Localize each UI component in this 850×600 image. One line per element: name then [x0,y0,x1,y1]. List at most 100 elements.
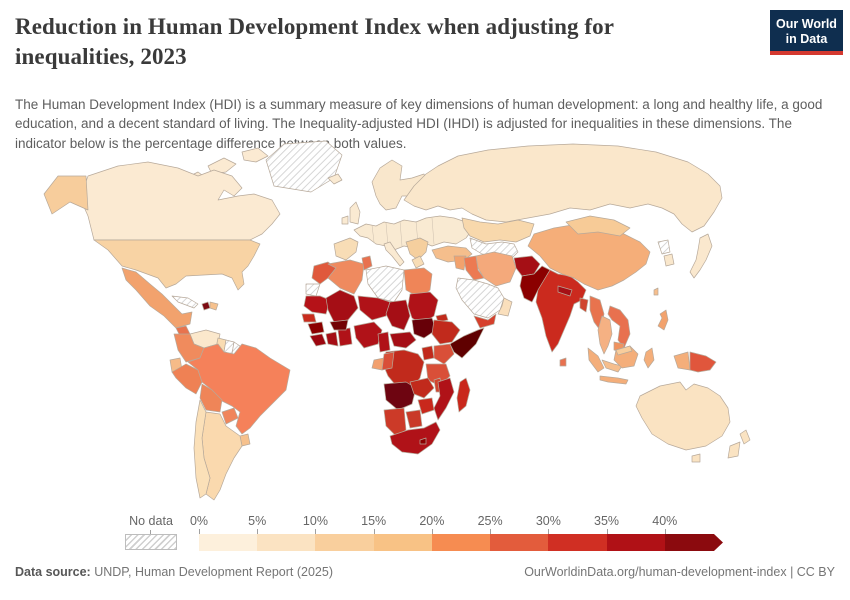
map-region-congo[interactable] [381,351,395,371]
map-region-zimbabwe[interactable] [417,397,435,415]
legend-bin-2[interactable] [315,534,374,551]
map-region-botswana[interactable] [405,409,423,429]
map-region-madagascar[interactable] [456,377,471,413]
map-region-taiwan[interactable] [653,287,659,296]
map-region-somalia[interactable] [449,327,485,359]
map-region-nigeria[interactable] [353,321,383,349]
map-region-greece[interactable] [411,255,425,269]
map-region-tunisia[interactable] [361,255,373,271]
map-region-sierraleone[interactable] [309,333,327,347]
map-region-mongolia[interactable] [565,215,631,237]
map-region-kazakhstan[interactable] [461,217,535,243]
map-region-peru[interactable] [171,363,203,395]
legend-tick-mark [257,529,259,534]
map-region-ghana[interactable] [337,327,353,347]
map-region-malaysia[interactable] [601,359,623,373]
map-region-westernsahara[interactable] [305,283,321,297]
map-region-mozambique[interactable] [433,377,455,421]
map-region-cuba[interactable] [171,295,199,309]
owid-logo-line2: in Data [785,32,828,47]
map-region-india[interactable] [535,269,587,353]
map-region-italy[interactable] [383,241,405,267]
map-region-guinea[interactable] [307,321,325,335]
map-region-nepal[interactable] [557,285,573,297]
legend-bin-7[interactable] [606,534,665,551]
map-region-sulawesi[interactable] [643,347,655,369]
map-region-levant[interactable] [453,255,467,271]
map-region-canada[interactable] [79,161,281,241]
map-region-nz_south[interactable] [727,441,741,459]
map-region-paraguay[interactable] [221,407,239,425]
map-region-cameroon[interactable] [377,331,391,353]
map-region-ivorycoast[interactable] [325,331,339,347]
map-region-algeria[interactable] [327,259,365,295]
map-region-uk[interactable] [349,201,361,225]
map-region-southkorea[interactable] [663,253,675,267]
map-region-dominican[interactable] [209,301,219,311]
map-region-niger[interactable] [357,295,391,321]
map-region-southafrica[interactable] [389,421,441,455]
legend-bin-0[interactable] [199,534,258,551]
map-region-iceland[interactable] [327,173,343,185]
owid-logo[interactable]: Our World in Data [770,10,843,55]
map-region-borneomy[interactable] [615,345,633,356]
legend-bin-8[interactable] [665,534,723,551]
map-region-lesotho[interactable] [419,437,427,445]
legend-bin-3[interactable] [373,534,432,551]
legend-tick-mark [490,529,492,534]
map-region-brazil[interactable] [187,343,291,435]
map-region-bangladesh[interactable] [579,297,589,313]
map-region-russia[interactable] [403,143,723,233]
map-region-srilanka[interactable] [559,357,567,367]
map-region-australia[interactable] [635,381,731,451]
map-region-java[interactable] [599,375,629,385]
map-region-ethiopia[interactable] [431,319,461,345]
map-region-chile[interactable] [193,399,211,499]
map-region-balkans[interactable] [405,237,429,261]
legend-bin-1[interactable] [257,534,316,551]
legend-bin-5[interactable] [490,534,549,551]
footer-link[interactable]: OurWorldinData.org/human-development-ind… [524,565,835,579]
map-region-car[interactable] [389,331,417,349]
map-region-libya[interactable] [365,265,405,303]
map-region-mexico[interactable] [121,267,193,329]
legend-tick-label: 0% [189,514,209,528]
map-region-sumatra[interactable] [587,347,605,373]
map-region-usa[interactable] [93,239,261,291]
map-region-wnewguinea[interactable] [673,351,691,371]
map-region-senegal[interactable] [301,313,317,323]
legend-bin-6[interactable] [548,534,607,551]
map-region-yemen[interactable] [473,313,497,329]
map-region-oman[interactable] [497,297,513,317]
map-region-burkina[interactable] [329,319,349,331]
map-region-japan[interactable] [689,233,713,279]
map-region-bolivia[interactable] [199,383,223,413]
map-region-ireland[interactable] [341,215,349,225]
map-region-thailand[interactable] [597,315,613,355]
map-region-iran[interactable] [475,251,517,287]
map-region-png[interactable] [689,351,717,373]
legend-no-data-swatch[interactable] [125,534,177,550]
world-map-canvas [43,140,751,501]
map-region-tasmania[interactable] [691,453,701,463]
map-region-egypt[interactable] [403,267,433,299]
map-region-greenland[interactable] [265,140,343,193]
map-region-arctic2[interactable] [241,147,269,163]
map-region-philippines[interactable] [657,309,669,331]
map-region-chad[interactable] [385,299,411,331]
map-region-eritrea[interactable] [435,313,449,323]
map-region-kenya[interactable] [433,343,455,365]
map-region-mauritania[interactable] [303,295,331,315]
map-region-northkorea[interactable] [657,239,671,255]
map-region-alaska[interactable] [43,175,89,215]
legend-bin-4[interactable] [431,534,491,551]
map-region-uganda[interactable] [421,345,435,361]
legend-tick-mark [315,529,317,534]
map-region-iberia[interactable] [333,237,359,261]
map-region-angola[interactable] [383,381,417,411]
map-region-haiti[interactable] [201,301,211,311]
map-region-zambia[interactable] [409,377,435,399]
map-region-nz_north[interactable] [739,429,751,445]
map-region-mali[interactable] [325,289,359,323]
map-region-southsudan[interactable] [411,317,437,339]
